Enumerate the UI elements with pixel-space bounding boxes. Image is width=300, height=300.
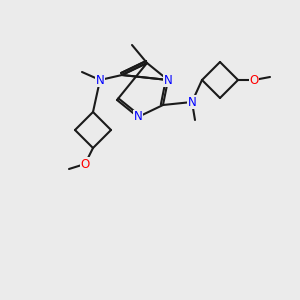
Text: N: N	[188, 95, 196, 109]
Text: O: O	[80, 158, 90, 170]
Text: N: N	[134, 110, 142, 124]
Text: O: O	[249, 74, 259, 86]
Text: N: N	[164, 74, 172, 86]
Text: N: N	[96, 74, 104, 86]
